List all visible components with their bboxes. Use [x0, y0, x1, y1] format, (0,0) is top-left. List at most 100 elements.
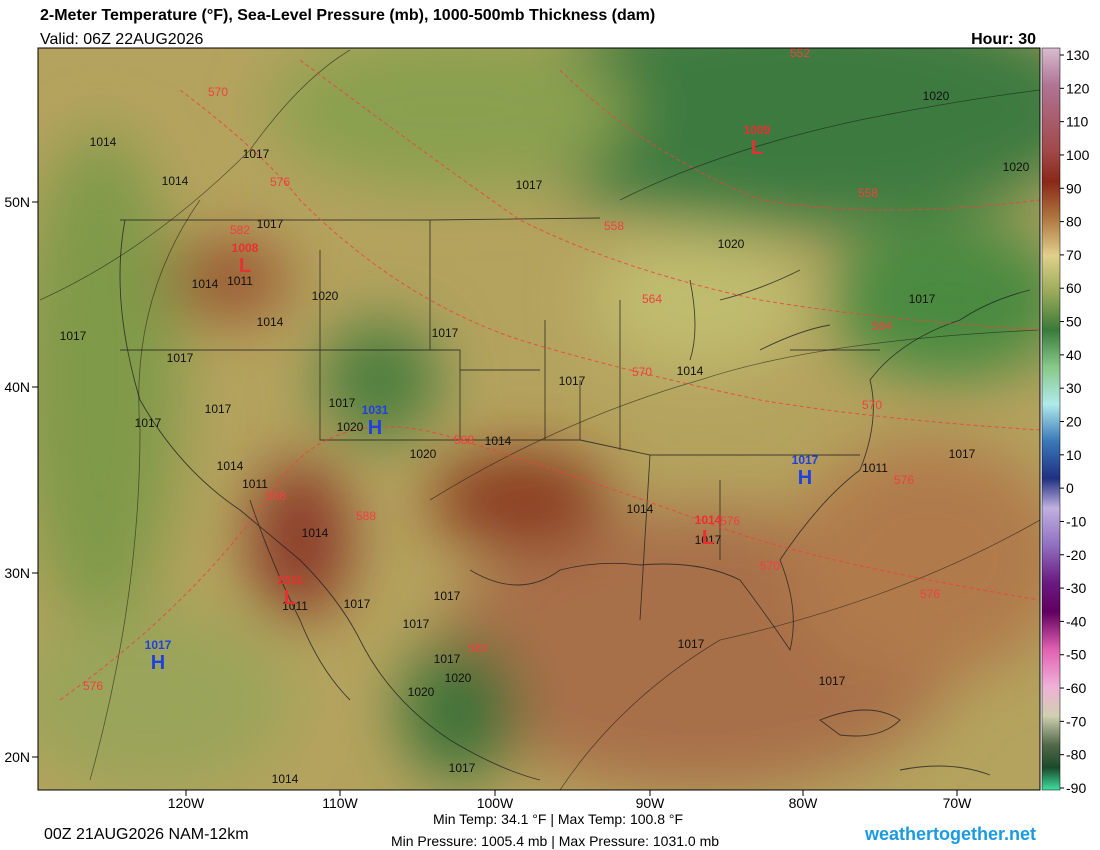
- thickness-label: 552: [790, 46, 810, 60]
- isobar-label: 1014: [217, 459, 244, 473]
- pressure-range: Min Pressure: 1005.4 mb | Max Pressure: …: [391, 833, 719, 849]
- pressure-center-letter: L: [284, 587, 296, 609]
- thickness-label: 570: [208, 85, 228, 99]
- isobar-label: 1011: [862, 461, 888, 475]
- thickness-label: 576: [83, 679, 103, 693]
- isobar-label: 1020: [337, 420, 364, 434]
- thickness-label: 588: [266, 489, 286, 503]
- thickness-label: 588: [356, 509, 376, 523]
- isobar-label: 1014: [485, 434, 512, 448]
- isobar-label: 1017: [432, 326, 459, 340]
- thickness-label: 576: [894, 473, 914, 487]
- isobar-label: 1020: [312, 289, 339, 303]
- isobar-label: 1017: [403, 617, 430, 631]
- isobar-label: 1017: [205, 402, 232, 416]
- isobar-label: 1014: [302, 526, 329, 540]
- isobar-label: 1017: [678, 637, 705, 651]
- isobar-label: 1017: [695, 533, 722, 547]
- isobar-label: 1014: [162, 174, 189, 188]
- colorbar-label: 120: [1066, 80, 1090, 96]
- model-run: 00Z 21AUG2026 NAM-12km: [44, 826, 249, 843]
- isobar-label: 1017: [909, 292, 936, 306]
- colorbar-label: 130: [1066, 47, 1090, 63]
- lat-label: 20N: [4, 749, 30, 765]
- isobar-label: 1020: [445, 671, 472, 685]
- pressure-center-value: 1008: [232, 241, 259, 255]
- isobar-label: 1014: [272, 772, 299, 786]
- pressure-center-value: 1011: [277, 573, 303, 587]
- isobar-label: 1017: [516, 178, 543, 192]
- thickness-label: 570: [632, 365, 652, 379]
- thickness-label: 570: [862, 398, 882, 412]
- colorbar-label: -20: [1066, 547, 1086, 563]
- lat-label: 30N: [4, 565, 30, 581]
- colorbar-label: -40: [1066, 613, 1086, 629]
- map-frame: [37, 47, 1041, 791]
- colorbar-label: 80: [1066, 214, 1082, 230]
- pressure-center-value: 1031: [362, 403, 389, 417]
- isobar-label: 1020: [410, 447, 437, 461]
- isobar-label: 1020: [923, 89, 950, 103]
- colorbar-label: 100: [1066, 147, 1090, 163]
- isobar-label: 1020: [718, 237, 745, 251]
- colorbar-label: 30: [1066, 380, 1082, 396]
- isobar-label: 1017: [819, 674, 846, 688]
- isobar-label: 1011: [227, 274, 253, 288]
- isobar-label: 1014: [192, 277, 219, 291]
- pressure-center-value: 1014: [695, 513, 722, 527]
- isobar-label: 1011: [242, 477, 268, 491]
- isobar-label: 1017: [449, 761, 476, 775]
- thickness-label: 570: [760, 559, 780, 573]
- pressure-center-letter: H: [151, 652, 165, 674]
- colorbar-label: -50: [1066, 647, 1086, 663]
- pressure-center-letter: L: [702, 527, 714, 549]
- pressure-center-letter: L: [239, 255, 251, 277]
- thickness-label: 558: [858, 186, 878, 200]
- colorbar-label: 110: [1066, 114, 1089, 130]
- thickness-label: 576: [920, 587, 940, 601]
- pressure-center-value: 1017: [792, 453, 819, 467]
- colorbar-label: 40: [1066, 347, 1082, 363]
- thickness-label: 576: [270, 175, 290, 189]
- isobar-label: 1017: [559, 374, 586, 388]
- isobar-label: 1020: [1003, 160, 1030, 174]
- forecast-hour: Hour: 30: [971, 31, 1036, 48]
- thickness-label: 588: [454, 433, 474, 447]
- isobar-label: 1017: [434, 652, 461, 666]
- thickness-label: 582: [468, 641, 488, 655]
- thickness-label: 564: [642, 292, 662, 306]
- colorbar-label: 10: [1066, 447, 1082, 463]
- valid-time: Valid: 06Z 22AUG2026: [40, 31, 203, 48]
- colorbar-label: 0: [1066, 480, 1074, 496]
- colorbar-label: -90: [1066, 780, 1086, 796]
- colorbar-label: 90: [1066, 180, 1082, 196]
- lat-label: 40N: [4, 379, 30, 395]
- isobar-label: 1017: [257, 217, 284, 231]
- pressure-center-letter: H: [798, 467, 812, 489]
- map: [38, 48, 1040, 790]
- isobar-label: 1011: [282, 599, 308, 613]
- isobar-label: 1014: [90, 135, 117, 149]
- lon-label: 110W: [322, 795, 358, 811]
- isobar-label: 1014: [257, 315, 284, 329]
- colorbar-label: -10: [1066, 513, 1086, 529]
- colorbar-label: 60: [1066, 280, 1082, 296]
- isobar-label: 1017: [135, 416, 162, 430]
- isobar-label: 1017: [949, 447, 976, 461]
- colorbar-label: -80: [1066, 747, 1086, 763]
- colorbar: [1041, 47, 1061, 791]
- isobar-label: 1017: [60, 329, 87, 343]
- colorbar-label: -30: [1066, 580, 1086, 596]
- title: 2-Meter Temperature (°F), Sea-Level Pres…: [40, 7, 655, 24]
- thickness-label: 558: [604, 219, 624, 233]
- lon-label: 120W: [168, 795, 205, 811]
- colorbar-label: 70: [1066, 247, 1082, 263]
- lon-label: 80W: [789, 795, 819, 811]
- isobar-label: 1017: [167, 351, 194, 365]
- isobar-label: 1014: [677, 364, 704, 378]
- website[interactable]: weathertogether.net: [864, 824, 1036, 844]
- pressure-center-value: 1009: [744, 123, 771, 137]
- isobar-label: 1017: [434, 589, 461, 603]
